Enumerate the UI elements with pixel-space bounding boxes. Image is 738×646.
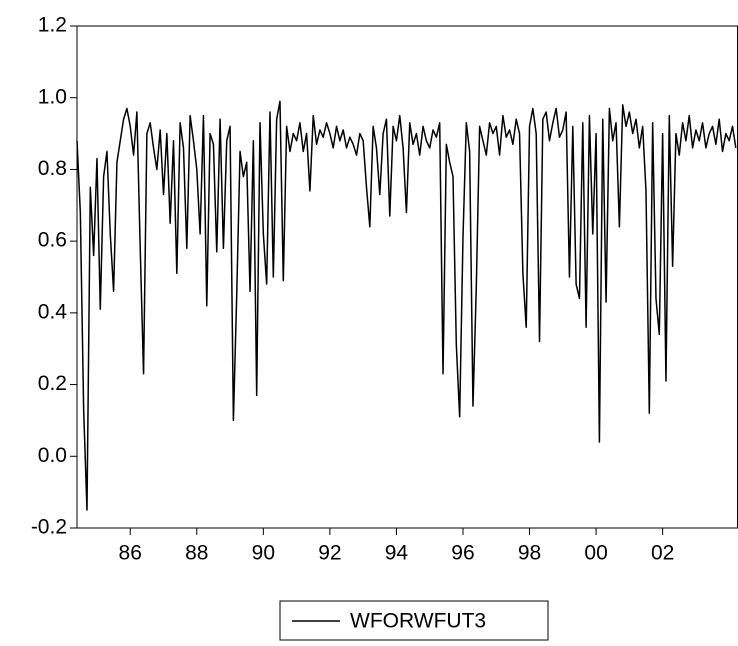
x-tick-label: 88	[185, 542, 208, 565]
x-tick-label: 94	[385, 542, 409, 565]
y-tick-label: 0.6	[38, 229, 67, 252]
x-tick-label: 96	[451, 542, 474, 565]
y-tick-label: 0.0	[38, 444, 67, 467]
x-tick-label: 98	[518, 542, 541, 565]
y-tick-label: 1.2	[38, 14, 67, 37]
legend-label: WFORWFUT3	[350, 610, 486, 633]
series-line	[76, 100, 737, 511]
y-tick-label: 0.8	[38, 157, 67, 180]
x-tick-label: 02	[651, 542, 674, 565]
y-tick-label: 0.4	[38, 300, 68, 323]
x-tick-label: 00	[584, 542, 607, 565]
y-tick-label: 0.2	[38, 372, 67, 395]
x-tick-label: 90	[252, 542, 275, 565]
plot-frame	[76, 25, 738, 529]
x-tick-label: 92	[318, 542, 341, 565]
y-tick-label: -0.2	[31, 516, 67, 539]
y-tick-label: 1.0	[38, 85, 67, 108]
x-tick-label: 86	[119, 542, 142, 565]
